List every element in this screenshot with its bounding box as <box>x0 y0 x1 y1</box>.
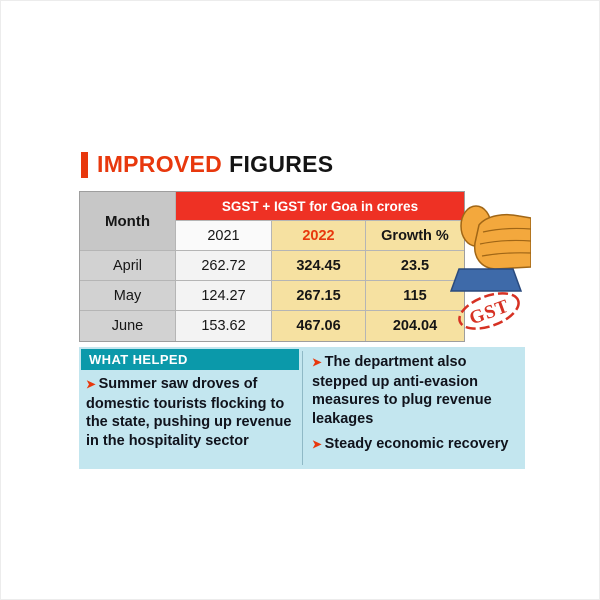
table-cell-growth: 115 <box>366 281 464 311</box>
table-cell-2022: 267.15 <box>272 281 366 311</box>
table-cell-month: April <box>80 251 176 281</box>
table-cell-2021: 153.62 <box>176 311 272 341</box>
page-title: IMPROVED FIGURES <box>97 151 333 178</box>
page-title-red: IMPROVED <box>97 151 223 177</box>
table-cell-month: May <box>80 281 176 311</box>
bullet-item: ➤ Summer saw droves of domestic tourists … <box>86 375 298 450</box>
page-title-row: IMPROVED FIGURES <box>81 151 333 178</box>
finger-line <box>482 227 531 233</box>
page-title-black: FIGURES <box>229 151 334 177</box>
bullet-arrow-icon: ➤ <box>86 379 96 391</box>
table-cell-2021: 262.72 <box>176 251 272 281</box>
table-cell-growth: 204.04 <box>366 311 464 341</box>
table-cell-month: June <box>80 311 176 341</box>
gst-stamp-illustration: GST <box>449 205 531 330</box>
hand-icon <box>473 213 531 270</box>
title-accent-bar <box>81 151 88 178</box>
bullet-text: The department also stepped up anti-evas… <box>312 354 492 427</box>
stamp-imprint-oval <box>458 292 520 330</box>
table-cell-2022: 324.45 <box>272 251 366 281</box>
what-helped-header: WHAT HELPED <box>81 349 299 370</box>
table-header-2022: 2022 <box>272 221 366 251</box>
table-banner: SGST + IGST for Goa in crores <box>176 192 464 221</box>
what-helped-left-column: ➤ Summer saw droves of domestic tourists … <box>86 375 298 457</box>
what-helped-right-column: ➤ The department also stepped up anti-eva… <box>312 353 518 462</box>
bullet-text: Summer saw droves of domestic tourists f… <box>86 376 292 449</box>
gst-data-table: Month SGST + IGST for Goa in crores 2021… <box>79 191 465 342</box>
table-header-month: Month <box>80 192 176 251</box>
bullet-item: ➤ Steady economic recovery <box>312 435 518 455</box>
bullet-arrow-icon: ➤ <box>312 357 322 369</box>
table-cell-growth: 23.5 <box>366 251 464 281</box>
bullet-item: ➤ The department also stepped up anti-eva… <box>312 353 518 428</box>
what-helped-panel: WHAT HELPED ➤ Summer saw droves of domest… <box>79 347 525 469</box>
finger-line <box>481 252 531 257</box>
table-cell-2022: 467.06 <box>272 311 366 341</box>
table-header-growth: Growth % <box>366 221 464 251</box>
table-cell-2021: 124.27 <box>176 281 272 311</box>
finger-line <box>479 239 531 245</box>
stamp-base-icon <box>449 268 523 292</box>
table-header-2021: 2021 <box>176 221 272 251</box>
panel-divider <box>302 351 303 465</box>
bullet-arrow-icon: ➤ <box>312 439 322 451</box>
bullet-text: Steady economic recovery <box>324 436 509 452</box>
